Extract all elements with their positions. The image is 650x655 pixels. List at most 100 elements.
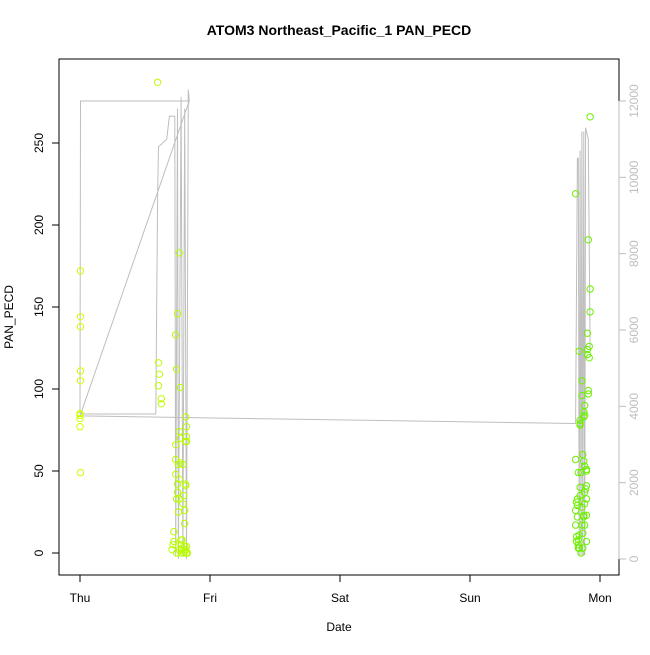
data-point <box>172 331 180 339</box>
data-point <box>571 190 580 198</box>
data-point <box>581 488 589 496</box>
data-point <box>584 386 592 395</box>
data-point <box>571 506 580 515</box>
data-point <box>175 249 184 257</box>
data-point <box>76 423 84 431</box>
y2-tick-label: 2000 <box>627 469 641 496</box>
data-point <box>154 382 163 390</box>
data-point <box>580 457 588 465</box>
data-point <box>183 549 192 557</box>
data-point <box>575 531 583 539</box>
data-point <box>170 528 178 536</box>
data-point <box>579 544 587 552</box>
data-point <box>179 500 187 508</box>
data-point <box>76 409 84 418</box>
data-point <box>76 323 85 331</box>
data-point <box>181 413 190 421</box>
data-point <box>581 485 590 493</box>
data-point <box>176 383 184 392</box>
data-point <box>175 475 184 483</box>
data-point <box>153 78 162 87</box>
data-point <box>182 423 191 431</box>
data-point <box>177 541 185 549</box>
data-point <box>154 359 163 367</box>
data-point <box>578 377 586 385</box>
y-tick-label: 0 <box>32 549 46 556</box>
data-point <box>172 441 180 449</box>
x-tick-label: Fri <box>203 591 217 605</box>
data-point <box>182 437 191 446</box>
y-tick-label: 100 <box>32 379 46 399</box>
data-point <box>574 536 582 544</box>
data-point <box>582 482 591 490</box>
data-point <box>182 432 191 441</box>
y2-tick-label: 10000 <box>627 160 641 194</box>
data-point <box>76 468 85 477</box>
y-tick-label: 250 <box>32 133 46 153</box>
data-point <box>585 342 593 351</box>
data-point <box>584 236 592 244</box>
data-point <box>76 377 85 385</box>
data-point <box>76 367 85 375</box>
data-point <box>174 460 183 469</box>
data-point <box>179 460 187 469</box>
data-point <box>577 549 585 557</box>
data-point <box>578 521 586 529</box>
data-point <box>585 354 593 362</box>
data-point <box>157 395 166 403</box>
data-point <box>76 313 85 321</box>
data-point <box>181 506 189 515</box>
data-point <box>584 390 592 398</box>
data-point <box>76 414 84 423</box>
data-point <box>172 365 181 373</box>
y-axis-label: PAN_PECD <box>2 285 16 349</box>
y2-tick-label: 4000 <box>627 393 641 420</box>
plot-area <box>76 78 594 560</box>
data-point <box>172 470 180 478</box>
data-point <box>574 468 582 477</box>
data-point <box>586 308 594 316</box>
y-tick-label: 200 <box>32 215 46 235</box>
data-point <box>181 480 190 488</box>
data-point <box>582 467 591 475</box>
data-point <box>173 309 182 318</box>
data-point <box>586 113 594 121</box>
data-point <box>582 537 591 546</box>
x-tick-label: Thu <box>70 591 91 605</box>
y2-tick-label: 8000 <box>627 240 641 267</box>
altitude-line <box>79 93 591 560</box>
data-point <box>577 468 585 477</box>
data-point <box>582 495 591 503</box>
data-point <box>173 480 182 488</box>
x-tick-label: Sun <box>459 591 480 605</box>
data-point <box>76 267 85 275</box>
data-point <box>575 347 583 355</box>
data-point <box>581 401 589 410</box>
data-point <box>571 455 580 464</box>
data-point <box>572 498 581 506</box>
y-axis-left: 0 50 100 150 200 250 <box>32 133 60 556</box>
data-point <box>582 511 591 519</box>
y-tick-label: 50 <box>32 464 46 478</box>
chart-title: ATOM3 Northeast_Pacific_1 PAN_PECD <box>207 22 472 38</box>
data-point <box>579 529 587 537</box>
data-point <box>586 285 594 293</box>
y2-tick-label: 12000 <box>627 84 641 118</box>
x-axis-label: Date <box>326 620 352 634</box>
data-point <box>576 421 584 429</box>
data-point <box>173 488 182 496</box>
data-point <box>178 536 186 544</box>
data-point <box>581 500 589 508</box>
data-point <box>573 501 582 510</box>
data-point <box>155 370 164 378</box>
x-axis: Thu Fri Sat Sun Mon <box>70 574 612 605</box>
x-tick-label: Sat <box>331 591 350 605</box>
y-axis-right: 0 2000 4000 6000 8000 10000 12000 <box>618 84 641 562</box>
y-tick-label: 150 <box>32 297 46 317</box>
data-point <box>170 537 178 546</box>
data-point <box>180 491 188 500</box>
data-point <box>575 544 583 552</box>
x-tick-label: Mon <box>588 591 611 605</box>
